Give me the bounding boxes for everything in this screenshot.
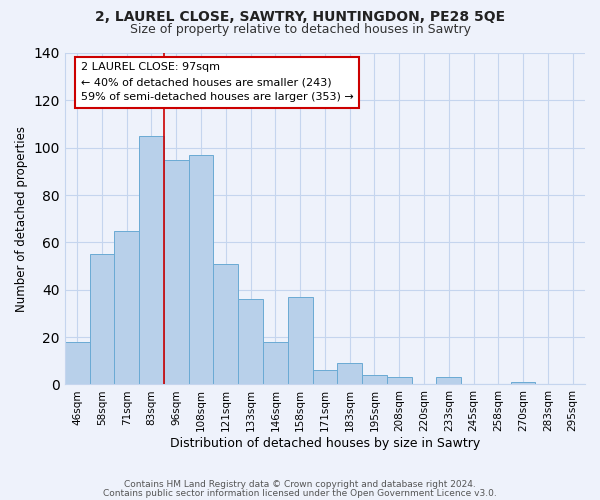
Bar — [188, 155, 214, 384]
Bar — [337, 363, 362, 384]
Text: Contains public sector information licensed under the Open Government Licence v3: Contains public sector information licen… — [103, 488, 497, 498]
Bar — [139, 136, 164, 384]
X-axis label: Distribution of detached houses by size in Sawtry: Distribution of detached houses by size … — [170, 437, 480, 450]
Bar — [511, 382, 535, 384]
Text: Contains HM Land Registry data © Crown copyright and database right 2024.: Contains HM Land Registry data © Crown c… — [124, 480, 476, 489]
Text: Size of property relative to detached houses in Sawtry: Size of property relative to detached ho… — [130, 22, 470, 36]
Bar — [313, 370, 337, 384]
Bar — [263, 342, 288, 384]
Bar — [362, 375, 387, 384]
Bar — [288, 297, 313, 384]
Bar — [89, 254, 115, 384]
Y-axis label: Number of detached properties: Number of detached properties — [15, 126, 28, 312]
Text: 2 LAUREL CLOSE: 97sqm
← 40% of detached houses are smaller (243)
59% of semi-det: 2 LAUREL CLOSE: 97sqm ← 40% of detached … — [81, 62, 353, 102]
Bar — [65, 342, 89, 384]
Bar — [387, 378, 412, 384]
Bar — [115, 230, 139, 384]
Bar — [164, 160, 188, 384]
Bar — [436, 378, 461, 384]
Bar — [214, 264, 238, 384]
Bar — [238, 299, 263, 384]
Text: 2, LAUREL CLOSE, SAWTRY, HUNTINGDON, PE28 5QE: 2, LAUREL CLOSE, SAWTRY, HUNTINGDON, PE2… — [95, 10, 505, 24]
